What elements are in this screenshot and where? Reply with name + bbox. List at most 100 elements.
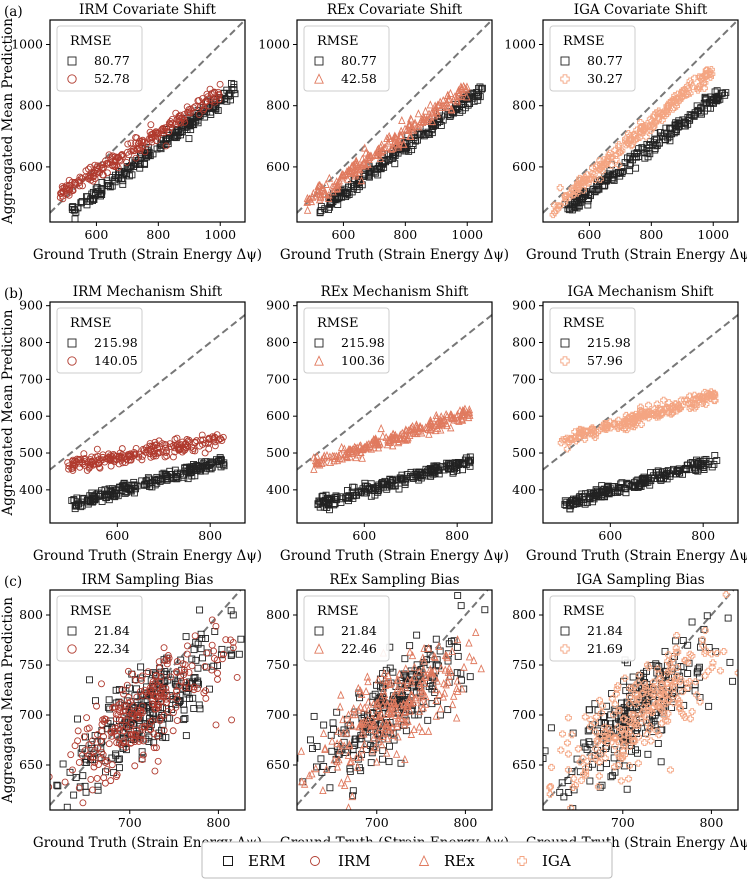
erm-point bbox=[119, 482, 127, 490]
method-point bbox=[214, 669, 221, 677]
method-point bbox=[93, 445, 101, 453]
method-point bbox=[377, 722, 385, 731]
method-point bbox=[640, 703, 648, 711]
erm-point bbox=[679, 637, 687, 644]
method-point bbox=[686, 392, 694, 400]
erm-point bbox=[571, 496, 579, 504]
erm-point bbox=[176, 697, 184, 704]
method-point bbox=[708, 663, 716, 671]
method-point bbox=[354, 683, 363, 692]
method-point bbox=[628, 142, 635, 150]
rmse-legend-marker-method bbox=[67, 644, 77, 654]
erm-point bbox=[194, 640, 202, 648]
erm-point bbox=[585, 706, 593, 714]
erm-point bbox=[634, 749, 641, 757]
method-point bbox=[686, 650, 694, 658]
method-point bbox=[411, 120, 419, 129]
method-point bbox=[201, 98, 209, 106]
method-point bbox=[634, 759, 642, 767]
erm-point bbox=[452, 460, 460, 468]
erm-point bbox=[465, 459, 473, 467]
method-point bbox=[139, 751, 147, 759]
method-point bbox=[112, 710, 120, 718]
erm-point bbox=[82, 788, 90, 796]
method-point bbox=[395, 669, 404, 678]
x-tick-label: 600 bbox=[105, 528, 129, 543]
rmse-value-method: 22.34 bbox=[94, 641, 130, 656]
method-point bbox=[362, 686, 370, 696]
method-point bbox=[604, 724, 612, 732]
erm-point bbox=[393, 475, 401, 483]
method-point bbox=[74, 727, 82, 735]
erm-point bbox=[464, 100, 472, 107]
method-point bbox=[153, 732, 161, 740]
method-point bbox=[669, 655, 677, 663]
identity-line bbox=[297, 20, 492, 214]
method-point bbox=[414, 109, 423, 118]
method-point bbox=[79, 182, 86, 190]
method-point bbox=[630, 420, 637, 428]
method-point bbox=[696, 698, 704, 706]
method-point bbox=[406, 647, 414, 656]
method-point bbox=[625, 775, 633, 783]
method-point bbox=[454, 88, 463, 97]
method-point bbox=[115, 453, 123, 461]
method-point bbox=[93, 774, 101, 782]
method-point bbox=[181, 684, 189, 692]
method-point bbox=[677, 676, 685, 684]
row-label: (c) bbox=[4, 574, 22, 590]
erm-point bbox=[358, 487, 366, 495]
method-point bbox=[135, 737, 143, 745]
method-point bbox=[344, 750, 353, 759]
method-point bbox=[213, 656, 221, 664]
erm-point bbox=[656, 129, 664, 137]
erm-point bbox=[112, 171, 119, 179]
method-point bbox=[178, 677, 185, 685]
method-point bbox=[339, 728, 348, 737]
method-point bbox=[627, 724, 635, 732]
erm-point bbox=[128, 171, 136, 179]
rmse-legend-title: RMSE bbox=[70, 604, 112, 619]
erm-point bbox=[696, 673, 703, 681]
method-point bbox=[158, 690, 166, 698]
method-point bbox=[157, 673, 165, 680]
method-point bbox=[686, 715, 694, 723]
method-point bbox=[587, 716, 595, 724]
erm-point bbox=[66, 768, 74, 776]
y-tick-label: 1000 bbox=[504, 36, 536, 51]
method-point bbox=[88, 737, 96, 745]
method-point bbox=[388, 441, 397, 450]
method-point bbox=[676, 96, 684, 104]
method-point bbox=[131, 451, 139, 459]
rmse-legend-marker-method bbox=[560, 74, 570, 84]
erm-point bbox=[190, 674, 198, 682]
erm-point bbox=[237, 635, 245, 643]
y-tick-label: 900 bbox=[19, 298, 43, 313]
legend-marker-erm bbox=[223, 856, 233, 866]
erm-point bbox=[92, 697, 99, 705]
erm-point bbox=[452, 463, 460, 471]
erm-point bbox=[156, 477, 164, 485]
erm-point bbox=[369, 692, 377, 700]
y-tick-label: 700 bbox=[266, 371, 290, 386]
method-point bbox=[668, 403, 676, 411]
method-point bbox=[417, 691, 425, 700]
method-point bbox=[644, 401, 652, 409]
method-point bbox=[321, 189, 329, 198]
method-point bbox=[349, 704, 358, 713]
method-point bbox=[71, 179, 78, 186]
rmse-legend-marker-erm bbox=[67, 626, 77, 636]
method-point bbox=[638, 412, 646, 420]
axes-frame bbox=[296, 19, 493, 223]
method-point bbox=[90, 753, 98, 761]
y-tick-label: 600 bbox=[266, 159, 290, 174]
method-point bbox=[346, 741, 354, 750]
method-point bbox=[428, 117, 437, 126]
method-point bbox=[653, 727, 661, 735]
erm-point bbox=[651, 146, 659, 154]
erm-point bbox=[79, 772, 87, 780]
method-point bbox=[348, 792, 356, 801]
erm-point bbox=[219, 460, 227, 468]
method-point bbox=[172, 703, 180, 711]
erm-point bbox=[629, 673, 637, 681]
